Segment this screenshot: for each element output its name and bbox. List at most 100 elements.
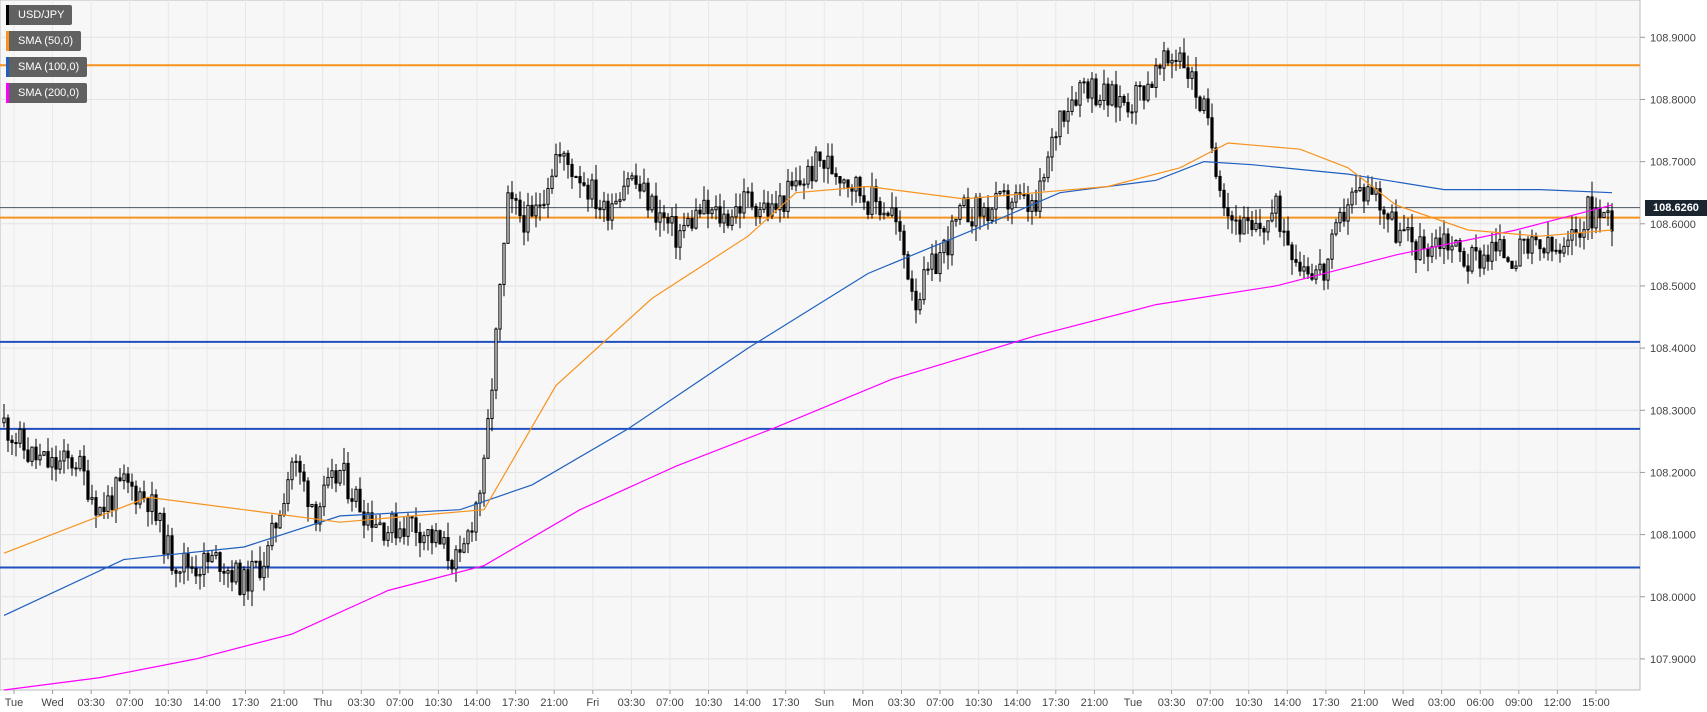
candle-body [682,224,686,232]
candle-body [786,180,790,212]
candle-body [1246,217,1250,222]
candle-body [1386,213,1390,220]
candle-body [582,182,586,186]
candle-body [1078,82,1082,106]
x-tick-label: Wed [41,697,63,709]
candle-body [314,503,318,525]
candle-body [482,457,486,494]
candle-body [518,199,522,217]
candle-body [918,299,922,311]
current-price-tag: 108.6260 [1645,199,1707,216]
candle-body [570,163,574,178]
candle-body [1610,210,1614,232]
candle-body [1010,201,1014,210]
legend-sma-50[interactable]: SMA (50,0) [6,31,82,51]
x-tick-label: 03:30 [1158,697,1186,709]
x-axis: Tue Wed 03:30 07:00 10:30 14:00 17:30 21:00 Thu 0… [5,690,1610,709]
candle-body [46,451,50,468]
candle-body [686,218,690,226]
candle-body [1350,191,1354,206]
candle-body [954,218,958,222]
candle-body [126,473,130,483]
candle-body [1474,247,1478,252]
candle-body [426,529,430,537]
candle-body [1206,98,1210,119]
candle-body [310,503,314,508]
candle-body [1586,196,1590,231]
candle-body [178,571,182,574]
legend-swatch-symbol [6,5,9,25]
candle-body [1402,229,1406,232]
candle-body [982,207,986,217]
candle-body [42,451,46,456]
x-tick-label: 17:30 [502,697,530,709]
candle-body [1582,229,1586,238]
candle-body [398,528,402,539]
candle-body [1254,222,1258,231]
candle-body [106,495,110,512]
candle-body [1518,238,1522,267]
sma-100-line [3,160,1613,616]
candle-body [1210,117,1214,149]
candle-body [330,470,334,478]
candle-body [174,569,178,574]
candle-body [490,389,494,420]
candle-body [998,191,1002,194]
candle-body [510,192,514,200]
candle-body [842,179,846,184]
candle-body [110,495,114,511]
candle-body [442,537,446,545]
x-tick-label: Tue [5,697,24,709]
candle-body [778,195,782,211]
candle-body [1266,220,1270,233]
candle-body [1606,210,1610,213]
legend-sma-200[interactable]: SMA (200,0) [6,83,88,103]
candle-body [1138,85,1142,88]
candle-body [774,203,778,211]
candle-body [362,511,366,526]
current-price-label: 108.6260 [1653,201,1699,214]
candle-body [846,179,850,189]
candle-body [466,530,470,545]
candle-body [958,205,962,220]
candle-body [662,212,666,218]
candle-body [722,213,726,224]
candle-body [1298,261,1302,272]
x-tick-label: 21:00 [1081,697,1109,709]
candle-body [1478,250,1482,269]
candle-body [278,514,282,529]
candle-body [22,428,26,451]
candle-body [266,545,270,567]
candle-body [718,206,722,224]
x-tick-label: 21:00 [1351,697,1379,709]
candle-body [986,207,990,222]
candle-body [806,165,810,185]
candle-body [242,569,246,595]
candle-body [342,462,346,471]
candle-body [606,200,610,221]
candle-body [430,529,434,544]
legend-sma-100[interactable]: SMA (100,0) [6,57,88,77]
candle-body [1042,177,1046,182]
candle-body [1326,258,1330,281]
candle-body [826,155,830,169]
x-tick-label: 07:00 [386,697,414,709]
candle-body [458,549,462,553]
candle-body [402,528,406,537]
candle-body [282,502,286,516]
candle-body [250,560,254,592]
candle-body [1054,136,1058,139]
candle-body [318,506,322,525]
legend-swatch-sma-200 [6,83,9,103]
candle-body [434,530,438,544]
candle-body [70,457,74,469]
legend-symbol[interactable]: USD/JPY [6,5,73,25]
candle-body [1218,175,1222,191]
candle-body [478,492,482,504]
candle-body [1590,196,1594,229]
candle-body [562,152,566,157]
candle-body [234,562,238,583]
candle-body [346,462,350,500]
candle-body [550,175,554,190]
candle-body [1334,222,1338,235]
